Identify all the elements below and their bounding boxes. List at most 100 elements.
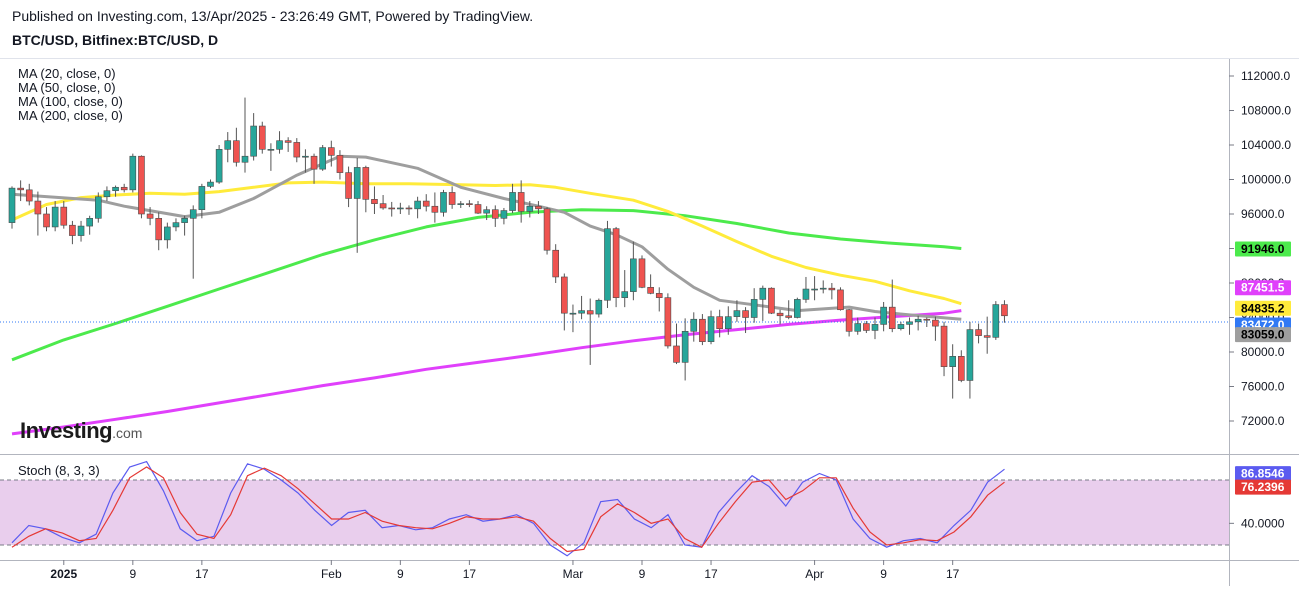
- candle-body: [992, 304, 1000, 338]
- candle-body: [681, 330, 689, 363]
- indicator-ma20-label[interactable]: MA (20, close, 0): [18, 66, 116, 81]
- candle: [612, 226, 620, 308]
- candle: [319, 145, 326, 171]
- candle-body: [1001, 304, 1008, 317]
- candle-body: [578, 310, 585, 314]
- stoch-label-text: 76.2396: [1241, 480, 1285, 494]
- candle: [957, 350, 965, 383]
- candle-body: [86, 218, 93, 227]
- candle: [345, 166, 352, 208]
- candle-body: [975, 329, 982, 336]
- candle-body: [638, 258, 646, 288]
- candle-body: [224, 140, 232, 150]
- candle: [302, 149, 309, 173]
- candle: [595, 298, 603, 318]
- indicator-ma200-label[interactable]: MA (200, close, 0): [18, 108, 123, 123]
- candle: [379, 195, 387, 210]
- candle: [811, 276, 818, 301]
- candle-body: [621, 291, 629, 298]
- candle: [543, 207, 551, 255]
- candle-body: [983, 335, 991, 338]
- time-axis-tick-label: 17: [704, 567, 718, 581]
- candle-body: [759, 287, 767, 300]
- candle-body: [198, 186, 206, 210]
- symbol-title[interactable]: BTC/USD, Bitfinex:BTC/USD, D: [12, 32, 219, 48]
- candle: [241, 97, 249, 173]
- candle-body: [112, 186, 119, 192]
- time-axis-tick-label: Feb: [321, 567, 342, 581]
- candle-body: [612, 228, 620, 298]
- candle: [1001, 300, 1008, 323]
- candle: [51, 201, 59, 232]
- candle-body: [500, 210, 508, 219]
- candle-body: [69, 224, 76, 236]
- candle: [724, 306, 732, 335]
- candle-body: [302, 155, 309, 158]
- candle: [655, 287, 663, 312]
- candle-body: [431, 205, 439, 213]
- price-label-box: [1235, 300, 1291, 316]
- time-axis-tick-label: 17: [946, 567, 960, 581]
- candle-body: [794, 299, 801, 318]
- indicator-ma100-label[interactable]: MA (100, close, 0): [18, 94, 123, 109]
- candle: [405, 205, 413, 215]
- logo-main-text: Investing: [20, 418, 113, 443]
- candle: [60, 201, 68, 229]
- candle: [172, 218, 180, 232]
- candle-body: [172, 222, 180, 228]
- candle: [888, 279, 896, 333]
- candle: [120, 183, 128, 193]
- price-label-box: [1235, 327, 1291, 343]
- candle-body: [120, 186, 128, 191]
- candle: [940, 321, 948, 377]
- candle-body: [293, 142, 301, 158]
- candle-body: [155, 218, 163, 241]
- candle: [863, 320, 870, 334]
- candle-body: [319, 147, 326, 170]
- ma100-line: [11, 208, 962, 362]
- candle-body: [25, 189, 33, 202]
- investing-logo: Investing.com: [20, 418, 142, 444]
- candle-body: [284, 140, 292, 143]
- candle: [742, 307, 749, 334]
- candle-body: [716, 316, 723, 330]
- candle-body: [828, 287, 836, 291]
- candle: [569, 304, 577, 333]
- candle-body: [77, 225, 85, 236]
- candle: [86, 215, 93, 235]
- candle-body: [630, 258, 637, 292]
- candle-body: [60, 206, 68, 226]
- candle-body: [457, 203, 465, 205]
- candle-body: [241, 155, 249, 163]
- candle-body: [819, 287, 827, 290]
- candle: [284, 137, 292, 152]
- price-label-text: 83059.0: [1241, 328, 1285, 342]
- price-label-text: 87451.5: [1241, 281, 1285, 295]
- price-axis-tick-label: 108000.0: [1241, 104, 1291, 118]
- candle-body: [509, 192, 516, 211]
- stoch-label-box: [1235, 479, 1291, 495]
- candle-body: [336, 155, 344, 173]
- time-axis-tick-label: 17: [195, 567, 209, 581]
- candle: [923, 317, 931, 327]
- candle-body: [664, 297, 672, 347]
- candle: [621, 270, 629, 308]
- candle-body: [103, 190, 111, 198]
- candle-body: [949, 356, 956, 367]
- stoch-indicator-label[interactable]: Stoch (8, 3, 3): [18, 463, 100, 478]
- candle-body: [95, 196, 102, 219]
- candle: [103, 186, 111, 202]
- candle: [707, 310, 715, 345]
- candle-body: [397, 207, 404, 210]
- candle: [155, 212, 163, 251]
- candle-body: [543, 208, 551, 251]
- candle-body: [440, 192, 447, 213]
- indicator-ma50-label[interactable]: MA (50, close, 0): [18, 80, 116, 95]
- candle-body: [707, 316, 715, 342]
- candle: [328, 140, 335, 167]
- candle-body: [146, 213, 154, 219]
- candle-body: [673, 345, 680, 363]
- candle-body: [957, 356, 965, 381]
- candle: [267, 143, 275, 171]
